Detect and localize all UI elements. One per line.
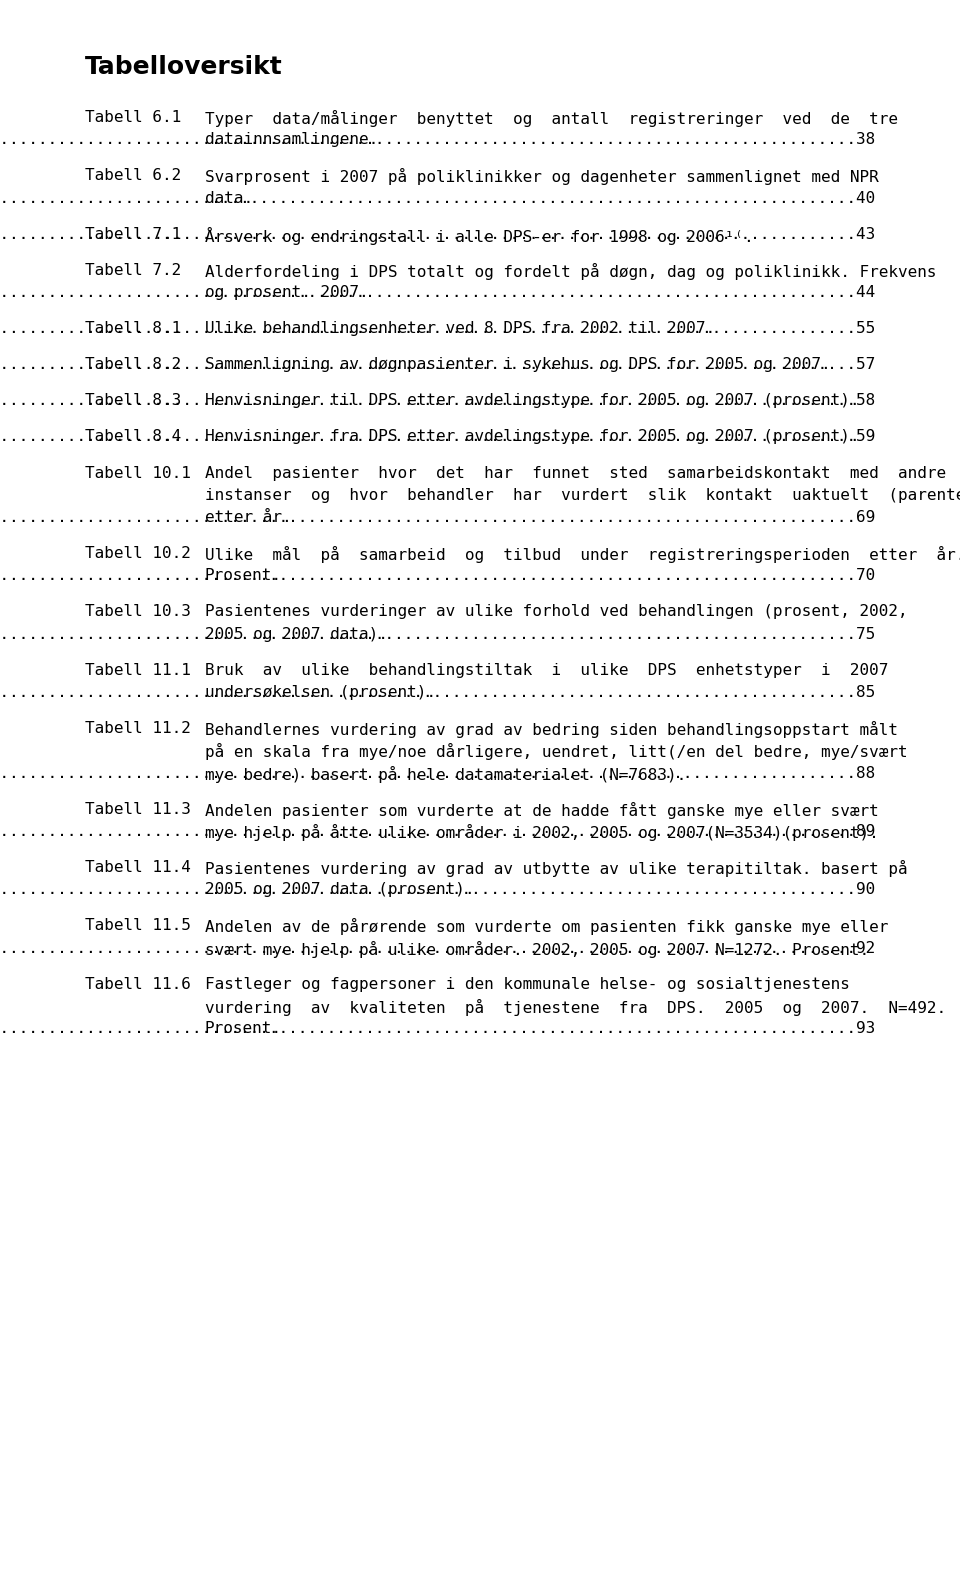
Text: Prosent.: Prosent. [205, 568, 282, 584]
Text: Ulike behandlingsenheter ved 8 DPS fra 2002 til 2007.: Ulike behandlingsenheter ved 8 DPS fra 2… [205, 321, 715, 337]
Text: Tabell 8.3: Tabell 8.3 [85, 394, 181, 408]
Text: ................................................................................: ........................................… [0, 227, 875, 242]
Text: Tabell 11.6: Tabell 11.6 [85, 976, 191, 992]
Text: ................................................................................: ........................................… [0, 190, 875, 206]
Text: ................................................................................: ........................................… [0, 321, 875, 337]
Text: Tabell 8.2: Tabell 8.2 [85, 357, 181, 371]
Text: Pasientenes vurderinger av ulike forhold ved behandlingen (prosent, 2002,: Pasientenes vurderinger av ulike forhold… [205, 604, 907, 620]
Text: Tabell 11.4: Tabell 11.4 [85, 859, 191, 875]
Text: 2005 og 2007 data (prosent).: 2005 og 2007 data (prosent). [205, 881, 474, 897]
Text: svært mye hjelp på ulike områder. 2002, 2005 og 2007 N=1272. Prosent.: svært mye hjelp på ulike områder. 2002, … [205, 941, 869, 957]
Text: undersøkelsen (prosent).: undersøkelsen (prosent). [205, 685, 436, 700]
Text: Typer  data/målinger  benyttet  og  antall  registreringer  ved  de  tre: Typer data/målinger benyttet og antall r… [205, 110, 898, 127]
Text: Tabell 11.2: Tabell 11.2 [85, 721, 191, 737]
Text: Tabell 10.2: Tabell 10.2 [85, 546, 191, 560]
Text: Svarprosent i 2007 på poliklinikker og dagenheter sammenlignet med NPR: Svarprosent i 2007 på poliklinikker og d… [205, 168, 878, 186]
Text: Tabell 10.1: Tabell 10.1 [85, 466, 191, 480]
Text: Alderfordeling i DPS totalt og fordelt på døgn, dag og poliklinikk. Frekvens: Alderfordeling i DPS totalt og fordelt p… [205, 263, 937, 280]
Text: Tabell 7.2: Tabell 7.2 [85, 263, 181, 277]
Text: Ulike  mål  på  samarbeid  og  tilbud  under  registreringsperioden  etter  år.: Ulike mål på samarbeid og tilbud under r… [205, 546, 960, 563]
Text: ................................................................................: ........................................… [0, 765, 875, 781]
Text: Bruk  av  ulike  behandlingstiltak  i  ulike  DPS  enhetstyper  i  2007: Bruk av ulike behandlingstiltak i ulike … [205, 663, 888, 678]
Text: Tabell 11.1: Tabell 11.1 [85, 663, 191, 678]
Text: 2005 og 2007 data).: 2005 og 2007 data). [205, 626, 388, 642]
Text: mye hjelp på åtte ulike områder i 2002, 2005 og 2007(N=3534)(prosent).: mye hjelp på åtte ulike områder i 2002, … [205, 823, 878, 841]
Text: ................................................................................: ........................................… [0, 941, 875, 955]
Text: Andelen pasienter som vurderte at de hadde fått ganske mye eller svært: Andelen pasienter som vurderte at de had… [205, 801, 878, 818]
Text: Tabell 8.4: Tabell 8.4 [85, 430, 181, 444]
Text: mye bedre) basert på hele datamaterialet (N=7683).: mye bedre) basert på hele datamaterialet… [205, 765, 686, 782]
Text: Henvisninger fra DPS etter avdelingstype for 2005 og 2007 (prosent).: Henvisninger fra DPS etter avdelingstype… [205, 430, 859, 444]
Text: Andelen av de pårørende som vurderte om pasienten fikk ganske mye eller: Andelen av de pårørende som vurderte om … [205, 918, 888, 935]
Text: ................................................................................: ........................................… [0, 510, 875, 526]
Text: Andel  pasienter  hvor  det  har  funnet  sted  samarbeidskontakt  med  andre: Andel pasienter hvor det har funnet sted… [205, 466, 947, 480]
Text: Tabell 6.2: Tabell 6.2 [85, 168, 181, 183]
Text: ................................................................................: ........................................… [0, 685, 875, 700]
Text: ................................................................................: ........................................… [0, 285, 875, 301]
Text: instanser  og  hvor  behandler  har  vurdert  slik  kontakt  uaktuelt  (parentes: instanser og hvor behandler har vurdert … [205, 488, 960, 502]
Text: ................................................................................: ........................................… [0, 881, 875, 897]
Text: Tabell 10.3: Tabell 10.3 [85, 604, 191, 620]
Text: Tabell 11.5: Tabell 11.5 [85, 918, 191, 933]
Text: vurdering  av  kvaliteten  på  tjenestene  fra  DPS.  2005  og  2007.  N=492.: vurdering av kvaliteten på tjenestene fr… [205, 999, 947, 1015]
Text: Tabell 11.3: Tabell 11.3 [85, 801, 191, 817]
Text: data.: data. [205, 190, 253, 206]
Text: ................................................................................: ........................................… [0, 626, 875, 642]
Text: og prosent. 2007.: og prosent. 2007. [205, 285, 369, 301]
Text: ................................................................................: ........................................… [0, 430, 875, 444]
Text: Henvisninger til DPS etter avdelingstype for 2005 og 2007 (prosent).: Henvisninger til DPS etter avdelingstype… [205, 394, 859, 408]
Text: Fastleger og fagpersoner i den kommunale helse- og sosialtjenestens: Fastleger og fagpersoner i den kommunale… [205, 976, 850, 992]
Text: Behandlernes vurdering av grad av bedring siden behandlingsoppstart målt: Behandlernes vurdering av grad av bedrin… [205, 721, 898, 738]
Text: Pasientenes vurdering av grad av utbytte av ulike terapitiltak. basert på: Pasientenes vurdering av grad av utbytte… [205, 859, 907, 877]
Text: Årsverk og endringstall i alle DPS-er for 1998 og 2006¹⁽.: Årsverk og endringstall i alle DPS-er fo… [205, 227, 754, 244]
Text: ................................................................................: ........................................… [0, 132, 875, 148]
Text: Prosent.: Prosent. [205, 1022, 282, 1036]
Text: ................................................................................: ........................................… [0, 568, 875, 584]
Text: Tabelloversikt: Tabelloversikt [85, 55, 283, 79]
Text: Tabell 8.1: Tabell 8.1 [85, 321, 181, 337]
Text: ................................................................................: ........................................… [0, 357, 875, 371]
Text: Tabell 7.1: Tabell 7.1 [85, 227, 181, 242]
Text: ................................................................................: ........................................… [0, 1022, 875, 1036]
Text: etter år.: etter år. [205, 510, 292, 526]
Text: på en skala fra mye/noe dårligere, uendret, litt(/en del bedre, mye/svært: på en skala fra mye/noe dårligere, uendr… [205, 743, 907, 760]
Text: ................................................................................: ........................................… [0, 394, 875, 408]
Text: Sammenligning av døgnpasienter i sykehus og DPS for 2005 og 2007.: Sammenligning av døgnpasienter i sykehus… [205, 357, 830, 371]
Text: datainnsamlingene.: datainnsamlingene. [205, 132, 378, 148]
Text: ................................................................................: ........................................… [0, 823, 875, 839]
Text: Tabell 6.1: Tabell 6.1 [85, 110, 181, 124]
